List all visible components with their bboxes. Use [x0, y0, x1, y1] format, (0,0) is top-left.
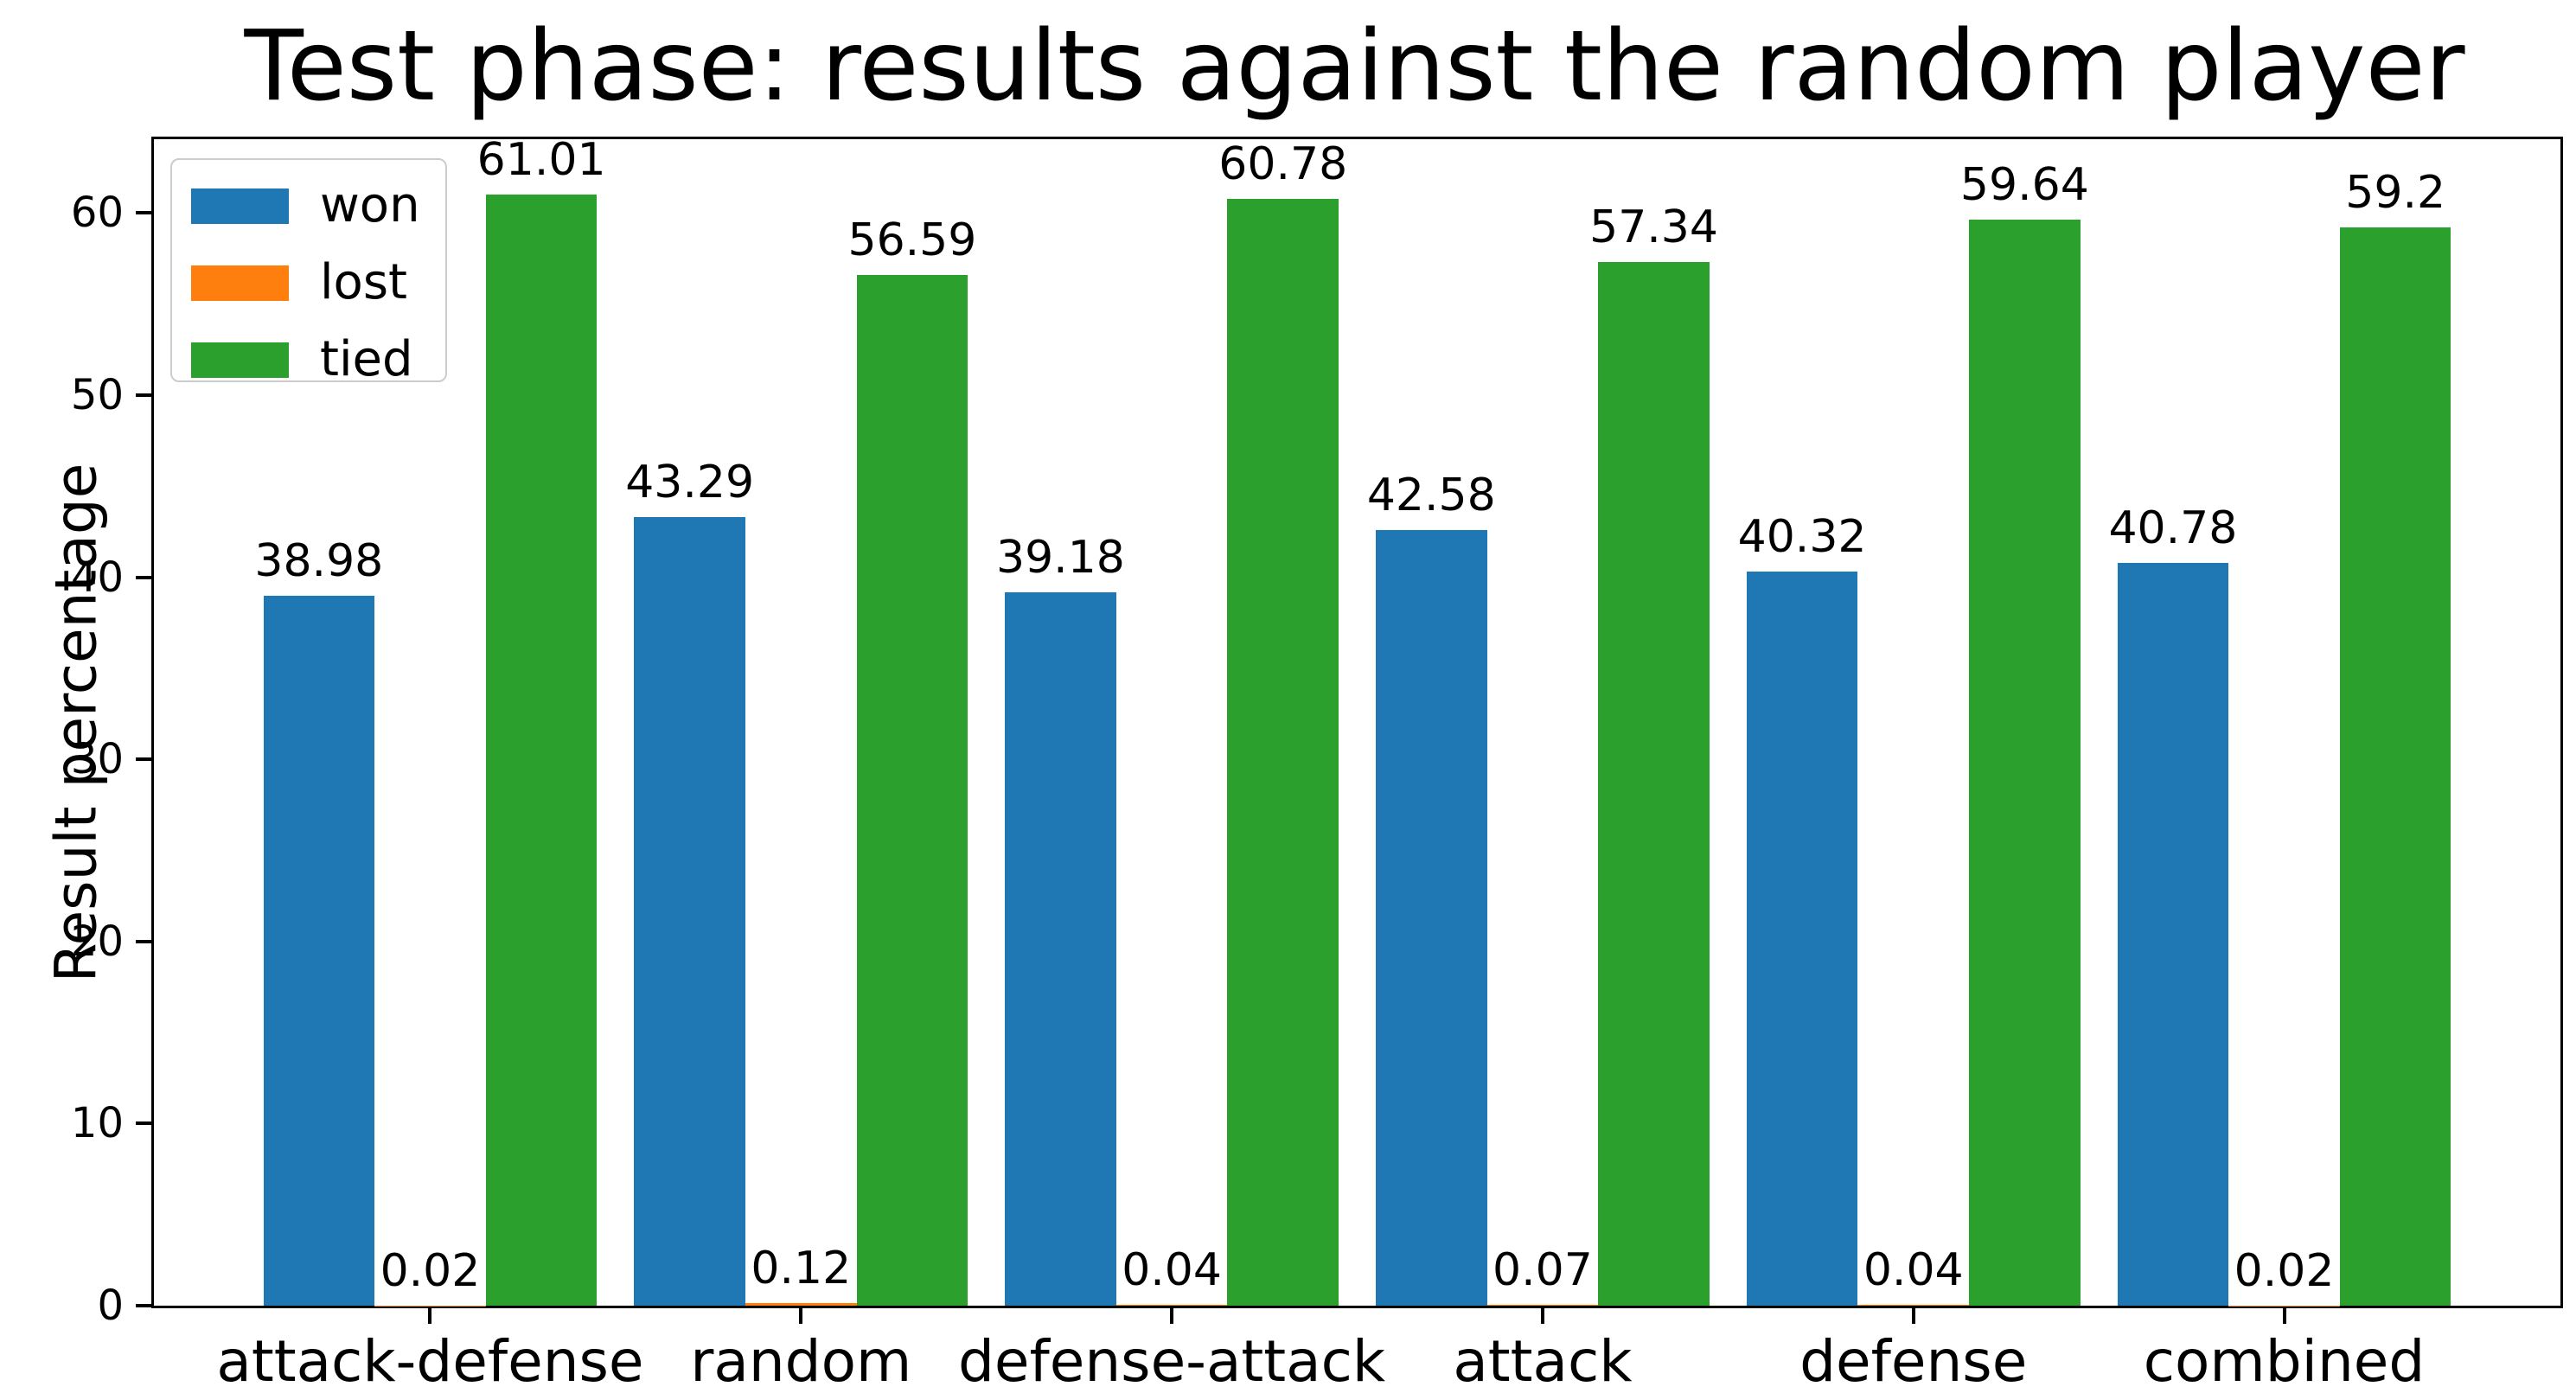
bar-label-won-random: 43.29 — [625, 457, 755, 509]
legend-label-won: won — [320, 177, 420, 233]
bar-won-attack — [1375, 530, 1487, 1306]
bar-label-won-attack-defense: 38.98 — [254, 535, 384, 588]
bar-won-defense-attack — [1005, 591, 1116, 1306]
legend-item-won: won — [191, 182, 445, 230]
bar-won-attack-defense — [263, 596, 375, 1306]
bar-label-lost-defense-attack: 0.04 — [1122, 1244, 1222, 1297]
x-tick-label-attack: attack — [1453, 1328, 1633, 1393]
bar-label-won-attack: 42.58 — [1366, 470, 1496, 522]
y-tick-label-20: 20 — [70, 917, 124, 966]
x-tick-label-defense: defense — [1799, 1328, 2028, 1393]
bar-lost-defense-attack — [1115, 1305, 1228, 1306]
x-tick-label-combined: combined — [2143, 1328, 2426, 1393]
x-tick-mark-defense — [1911, 1306, 1915, 1324]
bar-label-tied-random: 56.59 — [847, 214, 977, 267]
legend-item-lost: lost — [191, 259, 445, 307]
plot-area: Result percentage 0 10 20 30 40 50 60 attack-de… — [43, 134, 2563, 1390]
bar-won-defense — [1746, 571, 1858, 1306]
y-tick-label-0: 0 — [97, 1281, 124, 1330]
legend-label-tied: tied — [320, 331, 413, 387]
y-tick-label-30: 30 — [70, 735, 124, 784]
bar-lost-defense — [1857, 1305, 1970, 1306]
bar-label-won-defense: 40.32 — [1737, 510, 1867, 563]
legend: won lost tied — [170, 158, 447, 384]
y-tick-label-60: 60 — [70, 189, 124, 238]
bar-label-lost-attack: 0.07 — [1493, 1243, 1593, 1296]
x-tick-label-defense-attack: defense-attack — [958, 1328, 1386, 1393]
x-tick-label-attack-defense: attack-defense — [216, 1328, 644, 1393]
x-tick-mark-defense-attack — [1170, 1306, 1174, 1324]
y-tick-mark-20 — [136, 939, 151, 943]
bar-won-combined — [2117, 563, 2229, 1306]
legend-item-tied: tied — [191, 335, 445, 384]
bar-label-tied-attack: 57.34 — [1589, 201, 1718, 253]
bar-label-lost-random: 0.12 — [751, 1243, 852, 1295]
bar-label-lost-attack-defense: 0.02 — [380, 1244, 481, 1297]
legend-label-lost: lost — [320, 254, 407, 310]
bar-label-tied-attack-defense: 61.01 — [476, 134, 606, 187]
x-tick-mark-random — [799, 1306, 803, 1324]
y-tick-label-10: 10 — [70, 1099, 124, 1148]
x-tick-mark-attack — [1540, 1306, 1544, 1324]
bar-label-tied-defense: 59.64 — [1959, 159, 2089, 212]
bar-label-won-defense-attack: 39.18 — [996, 531, 1125, 584]
x-tick-label-random: random — [690, 1328, 912, 1393]
bar-tied-defense-attack — [1227, 199, 1339, 1306]
y-tick-mark-10 — [136, 1121, 151, 1126]
bar-lost-attack — [1486, 1304, 1599, 1306]
bar-tied-random — [856, 275, 968, 1306]
y-tick-mark-60 — [136, 211, 151, 215]
y-tick-label-40: 40 — [70, 553, 124, 602]
legend-swatch-won — [191, 188, 289, 224]
y-tick-mark-50 — [136, 393, 151, 398]
bar-tied-attack — [1598, 261, 1710, 1306]
y-tick-mark-40 — [136, 575, 151, 579]
bar-won-random — [634, 517, 745, 1306]
y-axis-label: Result percentage — [42, 463, 110, 982]
bar-lost-random — [745, 1303, 857, 1306]
y-tick-mark-0 — [136, 1304, 151, 1307]
bar-label-won-combined: 40.78 — [2108, 502, 2238, 555]
y-tick-mark-30 — [136, 757, 151, 762]
bar-tied-attack-defense — [485, 195, 598, 1306]
bar-label-lost-combined: 0.02 — [2234, 1244, 2335, 1297]
bar-tied-combined — [2339, 227, 2451, 1306]
bar-label-tied-defense-attack: 60.78 — [1218, 138, 1348, 191]
chart-title: Test phase: results against the random p… — [244, 10, 2465, 123]
bar-label-lost-defense: 0.04 — [1863, 1244, 1964, 1297]
legend-swatch-tied — [191, 342, 289, 378]
x-tick-mark-attack-defense — [428, 1306, 432, 1324]
bar-label-tied-combined: 59.2 — [2345, 167, 2446, 220]
bar-tied-defense — [1969, 220, 2081, 1306]
x-tick-mark-combined — [2282, 1306, 2286, 1324]
legend-swatch-lost — [191, 265, 289, 301]
y-tick-label-50: 50 — [70, 371, 124, 420]
